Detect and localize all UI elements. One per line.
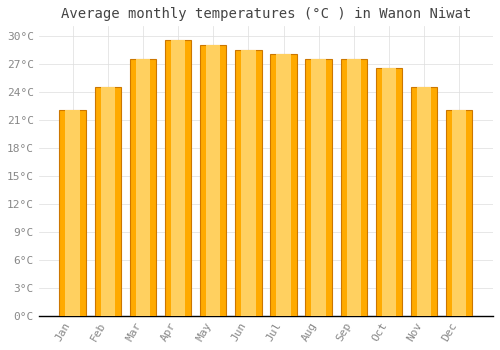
- Bar: [312, 59, 326, 316]
- Bar: [411, 87, 438, 316]
- Bar: [340, 59, 367, 316]
- Bar: [446, 110, 472, 316]
- Bar: [306, 59, 332, 316]
- Bar: [376, 68, 402, 316]
- Bar: [66, 110, 80, 316]
- Bar: [100, 87, 115, 316]
- Bar: [60, 110, 86, 316]
- Bar: [417, 87, 432, 316]
- Bar: [171, 40, 186, 316]
- Bar: [200, 45, 226, 316]
- Bar: [452, 110, 466, 316]
- Bar: [270, 54, 296, 316]
- Title: Average monthly temperatures (°C ) in Wanon Niwat: Average monthly temperatures (°C ) in Wa…: [60, 7, 471, 21]
- Bar: [165, 40, 191, 316]
- Bar: [276, 54, 291, 316]
- Bar: [241, 50, 256, 316]
- Bar: [136, 59, 150, 316]
- Bar: [206, 45, 220, 316]
- Bar: [346, 59, 361, 316]
- Bar: [235, 50, 262, 316]
- Bar: [130, 59, 156, 316]
- Bar: [382, 68, 396, 316]
- Bar: [94, 87, 121, 316]
